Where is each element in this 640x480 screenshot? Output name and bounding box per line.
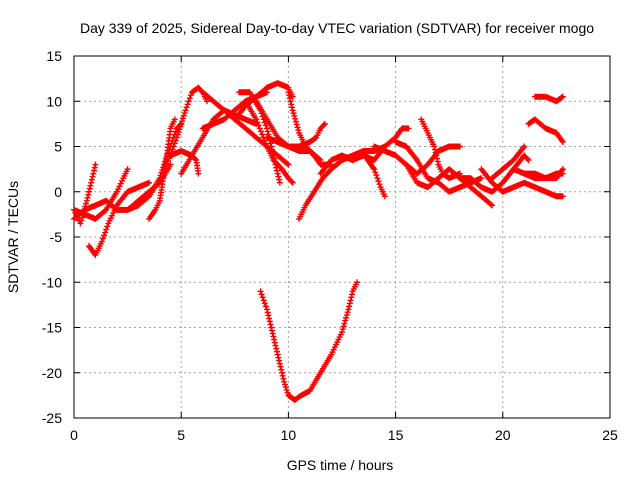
y-tick-label: 5: [54, 139, 62, 155]
point-markers: [178, 107, 260, 177]
series-track-31: [531, 93, 566, 105]
point-markers: [489, 143, 528, 182]
point-markers: [360, 148, 388, 200]
x-tick-label: 5: [177, 427, 185, 443]
y-tick-label: -20: [42, 365, 62, 381]
x-axis-label: GPS time / hours: [287, 457, 394, 473]
y-tick-label: 10: [46, 93, 62, 109]
series-track-20: [360, 148, 388, 200]
axis-ticks: 0 5 10 15 20 25 -25 -20 -15 -10 -5 0 5 10 15: [42, 48, 618, 443]
grid: [74, 56, 610, 418]
x-tick-label: 20: [495, 427, 511, 443]
series-track-16: [263, 120, 328, 150]
y-tick-label: 0: [54, 184, 62, 200]
chart-title: Day 339 of 2025, Sidereal Day-to-day VTE…: [80, 20, 594, 36]
series-track-30: [525, 116, 566, 145]
y-tick-label: -25: [42, 410, 62, 426]
point-markers: [242, 98, 296, 186]
series-track-24: [418, 116, 463, 182]
series-track-29: [521, 170, 566, 182]
point-markers: [478, 166, 566, 200]
point-markers: [263, 120, 328, 150]
y-tick-label: -5: [50, 229, 63, 245]
y-tick-label: -15: [42, 320, 62, 336]
point-markers: [521, 170, 566, 182]
y-tick-label: -10: [42, 274, 62, 290]
point-markers: [167, 148, 202, 177]
x-tick-label: 10: [281, 427, 297, 443]
series-track-27: [489, 143, 528, 182]
y-axis-label: SDTVAR / TECUs: [5, 181, 21, 293]
series-track-14: [242, 98, 296, 186]
y-tick-label: 15: [46, 48, 62, 64]
x-tick-label: 25: [602, 427, 618, 443]
point-markers: [525, 116, 566, 145]
point-markers: [531, 93, 566, 105]
series-track-8: [167, 148, 202, 177]
point-markers: [257, 279, 361, 403]
data-points: [71, 80, 566, 403]
series-track-9: [178, 107, 260, 177]
point-markers: [418, 116, 463, 182]
x-tick-label: 0: [70, 427, 78, 443]
series-track-26: [478, 166, 566, 200]
x-tick-label: 15: [388, 427, 404, 443]
series-track-32: [257, 279, 361, 403]
